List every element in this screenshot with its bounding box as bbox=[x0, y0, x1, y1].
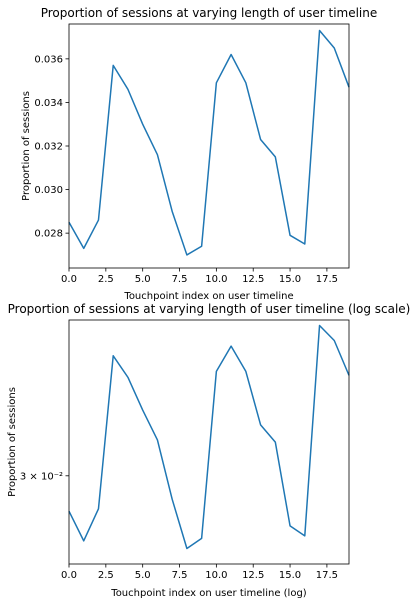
series-line bbox=[68, 29, 350, 256]
y-tick-label: 0.034 bbox=[34, 98, 63, 109]
y-tick-label: 0.036 bbox=[34, 54, 63, 65]
y-tick-label: 0.032 bbox=[34, 142, 63, 153]
x-tick-label: 17.5 bbox=[316, 570, 338, 581]
tick-layer: 0.0 2.5 5.0 7.5 10.0 12.5 15.0 17.5 0.028 0.030 0.… bbox=[34, 54, 338, 285]
x-tick-label: 15.0 bbox=[279, 274, 301, 285]
plot-frame bbox=[68, 23, 350, 269]
y-axis-label: Proportion of sessions bbox=[7, 387, 18, 497]
x-tick-label: 10.0 bbox=[205, 274, 227, 285]
x-tick-label: 0.0 bbox=[61, 570, 77, 581]
x-axis-label: Touchpoint index on user timeline (log) bbox=[110, 588, 307, 599]
x-tick-label: 17.5 bbox=[316, 274, 338, 285]
x-tick-label: 0.0 bbox=[61, 274, 77, 285]
x-tick-label: 12.5 bbox=[242, 570, 264, 581]
x-tick-label: 2.5 bbox=[98, 570, 114, 581]
tick-layer: 0.0 2.5 5.0 7.5 10.0 12.5 15.0 17.5 3 × 10⁻² bbox=[20, 471, 338, 581]
linear-chart: Proportion of sessions at varying length… bbox=[21, 6, 377, 302]
y-tick-label: 3 × 10⁻² bbox=[20, 471, 63, 482]
chart-title: Proportion of sessions at varying length… bbox=[41, 6, 378, 20]
y-tick-label: 0.028 bbox=[34, 229, 63, 240]
y-axis-label: Proportion of sessions bbox=[21, 91, 32, 201]
y-tick-label: 0.030 bbox=[34, 185, 63, 196]
x-tick-label: 2.5 bbox=[98, 274, 114, 285]
plot-frame bbox=[68, 319, 350, 565]
x-tick-label: 5.0 bbox=[135, 570, 151, 581]
series-line bbox=[68, 324, 350, 550]
x-tick-label: 15.0 bbox=[279, 570, 301, 581]
x-tick-label: 7.5 bbox=[172, 570, 188, 581]
log-chart: Proportion of sessions at varying length… bbox=[7, 302, 410, 599]
chart-title: Proportion of sessions at varying length… bbox=[8, 302, 411, 316]
x-tick-label: 12.5 bbox=[242, 274, 264, 285]
x-tick-label: 10.0 bbox=[205, 570, 227, 581]
x-tick-label: 7.5 bbox=[172, 274, 188, 285]
x-axis-label: Touchpoint index on user timeline bbox=[123, 291, 293, 302]
x-tick-label: 5.0 bbox=[135, 274, 151, 285]
